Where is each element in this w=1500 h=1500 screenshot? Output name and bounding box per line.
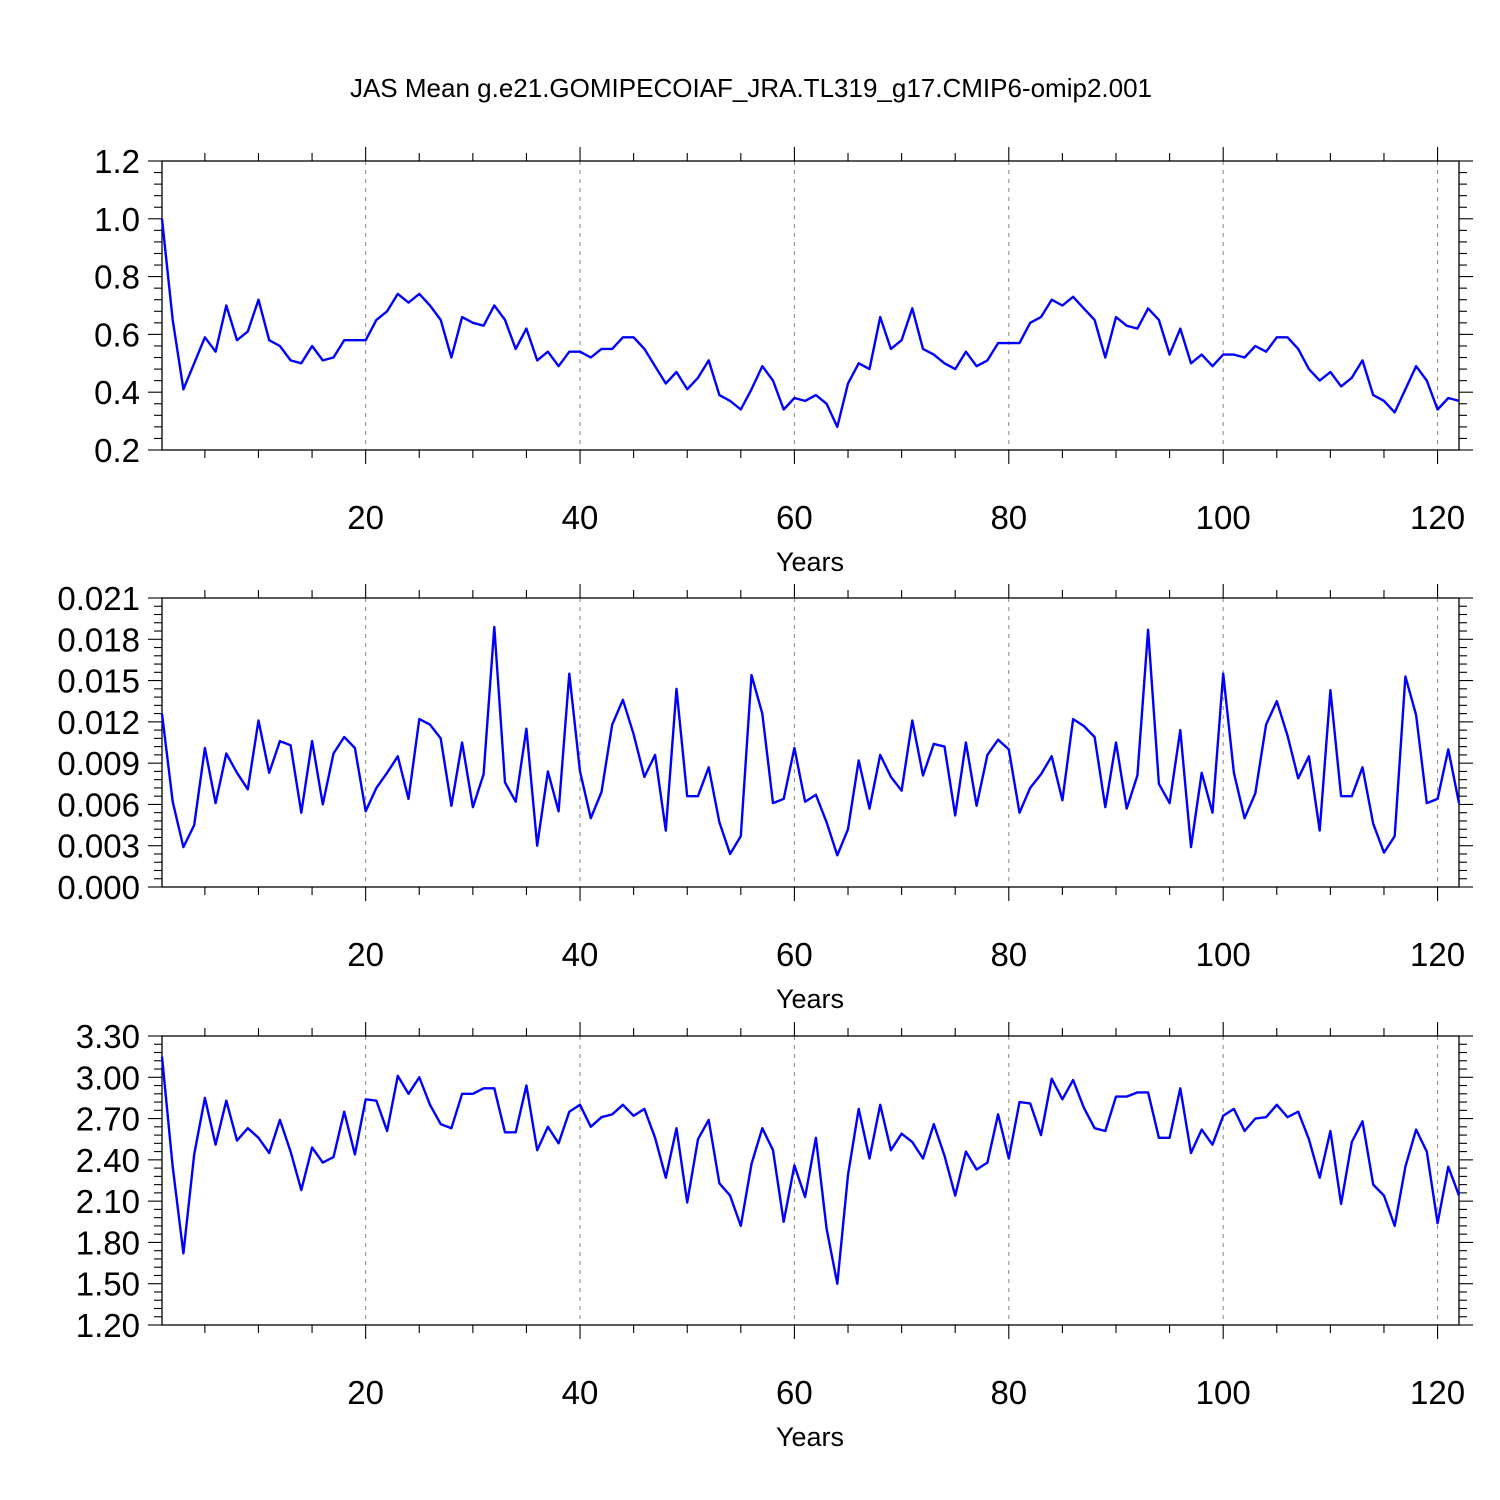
plot-frame [161,1035,1460,1326]
y-tick-label: 0.012 [57,704,140,741]
y-tick-label: 2.70 [76,1101,140,1138]
ice-volume-panel: 0.2 0.4 0.6 0.8 1.0 1.2 20 40 60 80 100 120 Years CAr… [17,143,1473,577]
y-tick-label: 0.4 [94,374,140,411]
x-tick-label: 100 [1196,1374,1251,1411]
x-tick-label: 120 [1410,1374,1465,1411]
ice-volume-series-line [160,218,1460,429]
y-tick-label: 0.006 [57,786,140,823]
y-axis-title: CArc Snow Volume 1013 m3 [17,578,49,907]
y-tick-label: 0.021 [57,580,140,617]
y-tick-label: 0.018 [57,621,140,658]
x-tick-label: 40 [562,936,599,973]
y-axis-title: CArc Ice Area 1012 m2 [17,1049,49,1312]
y-axis-title: CArc Ice Volume 1013 m3 [17,157,49,454]
x-tick-label: 100 [1196,499,1251,536]
y-tick-label: 1.20 [76,1307,140,1344]
y-tick-label: 0.009 [57,745,140,782]
y-tick-label: 0.015 [57,663,140,700]
y-tick-label: 0.6 [94,316,140,353]
x-tick-label: 100 [1196,936,1251,973]
y-tick-label: 2.10 [76,1183,140,1220]
snow-volume-panel: 0.000 0.003 0.006 0.009 0.012 0.015 0.018 0.021… [17,578,1473,1014]
x-tick-label: 20 [347,1374,384,1411]
x-tick-label: 120 [1410,936,1465,973]
snow-volume-series-line [160,625,1461,857]
y-tick-label: 1.50 [76,1266,140,1303]
x-tick-label: 80 [990,936,1027,973]
x-axis-title: Years [776,547,844,577]
plot-frame [161,597,1460,888]
x-tick-label: 20 [347,936,384,973]
x-tick-label: 60 [776,499,813,536]
y-tick-label: 3.30 [76,1018,140,1055]
y-tick-label: 0.8 [94,259,140,296]
x-tick-label: 80 [990,499,1027,536]
y-tick-label: 0.2 [94,432,140,469]
y-tick-label: 2.40 [76,1142,140,1179]
figure-title: JAS Mean g.e21.GOMIPECOIAF_JRA.TL319_g17… [350,73,1152,103]
y-tick-label: 3.00 [76,1059,140,1096]
x-tick-label: 80 [990,1374,1027,1411]
x-tick-label: 60 [776,936,813,973]
x-tick-label: 20 [347,499,384,536]
x-axis-title: Years [776,984,844,1014]
x-axis-title: Years [776,1422,844,1452]
y-tick-label: 0.003 [57,828,140,865]
x-tick-label: 40 [562,499,599,536]
x-tick-label: 40 [562,1374,599,1411]
x-tick-label: 120 [1410,499,1465,536]
y-tick-label: 0.000 [57,869,140,906]
ice-area-panel: 1.20 1.50 1.80 2.10 2.40 2.70 3.00 3.30 20 40 60 80… [17,1018,1473,1452]
y-tick-label: 1.0 [94,201,140,238]
plot-frame [161,160,1460,451]
y-tick-label: 1.80 [76,1224,140,1261]
y-tick-label: 1.2 [94,143,140,180]
ice-area-series-line [160,1056,1461,1285]
x-tick-label: 60 [776,1374,813,1411]
